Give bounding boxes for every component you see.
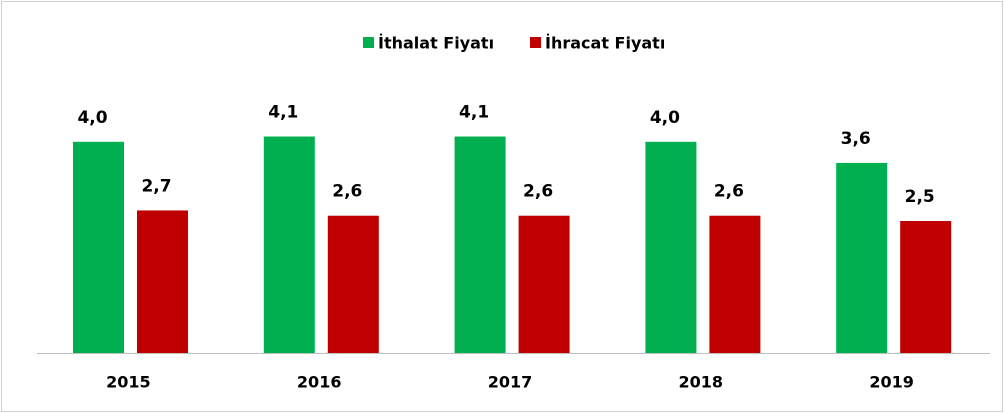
bar [518,215,570,353]
x-tick-label: 2015 [106,373,151,392]
bar [454,136,506,353]
value-label: 4,0 [77,108,107,128]
value-label: 3,6 [841,129,871,149]
x-tick-label: 2018 [679,373,724,392]
value-label: 2,6 [523,182,553,202]
value-label: 2,7 [141,176,171,196]
legend-swatch [530,37,541,48]
bar [137,210,188,353]
x-tick-label: 2019 [869,373,914,392]
legend-label: İthalat Fiyatı [378,34,494,53]
bar [709,215,761,353]
bar [645,141,697,353]
bar [900,221,952,353]
value-label: 2,5 [905,187,935,207]
value-label: 2,6 [714,182,744,202]
legend-swatch [363,37,374,48]
value-label: 2,6 [332,182,362,202]
value-label: 4,1 [459,103,489,123]
legend-label: İhracat Fiyatı [545,34,665,53]
x-tick-label: 2016 [297,373,342,392]
bar [327,215,379,353]
value-label: 4,0 [650,108,680,128]
bar [836,162,888,353]
x-tick-label: 2017 [488,373,533,392]
value-label: 4,1 [268,103,298,123]
bar [263,136,315,353]
bar [73,141,124,353]
